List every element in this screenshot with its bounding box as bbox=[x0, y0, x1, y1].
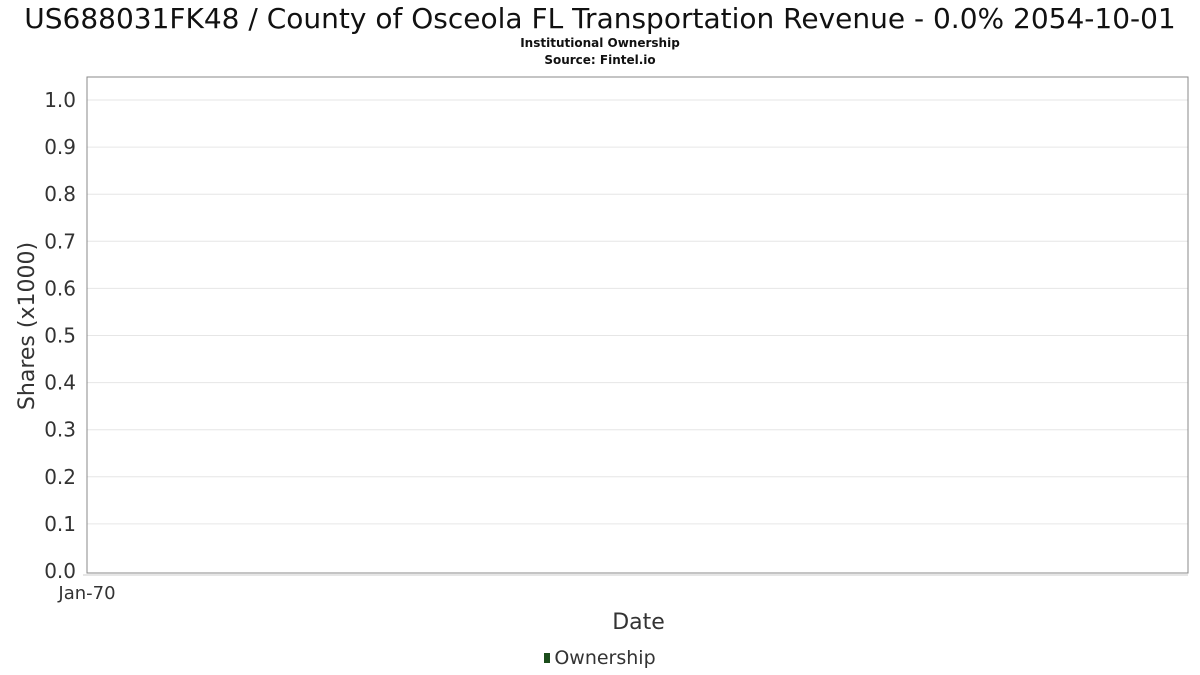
legend-swatch-ownership bbox=[544, 653, 551, 663]
plot-frame bbox=[86, 76, 1189, 574]
chart-subtitle: Institutional Ownership bbox=[520, 36, 680, 50]
chart-title: US688031FK48 / County of Osceola FL Tran… bbox=[24, 2, 1176, 35]
y-tick-label: 0.0 bbox=[44, 559, 76, 583]
x-tick-label: Jan-70 bbox=[57, 583, 115, 604]
y-tick-label: 0.7 bbox=[44, 229, 76, 253]
chart-legend: Ownership bbox=[0, 647, 1200, 669]
y-tick-label: 0.4 bbox=[44, 371, 76, 395]
y-tick-label: 0.5 bbox=[44, 324, 76, 348]
chart-source: Source: Fintel.io bbox=[544, 53, 656, 67]
y-tick-label: 0.3 bbox=[44, 418, 76, 442]
y-axis-label: Shares (x1000) bbox=[15, 242, 40, 410]
y-tick-label: 0.9 bbox=[44, 135, 76, 159]
legend-label-ownership: Ownership bbox=[554, 647, 656, 669]
y-tick-label: 0.2 bbox=[44, 465, 76, 489]
y-tick-label: 1.0 bbox=[44, 88, 76, 112]
x-axis-label: Date bbox=[612, 610, 665, 635]
y-tick-label: 0.8 bbox=[44, 182, 76, 206]
y-tick-label: 0.6 bbox=[44, 276, 76, 300]
y-tick-label: 0.1 bbox=[44, 512, 76, 536]
